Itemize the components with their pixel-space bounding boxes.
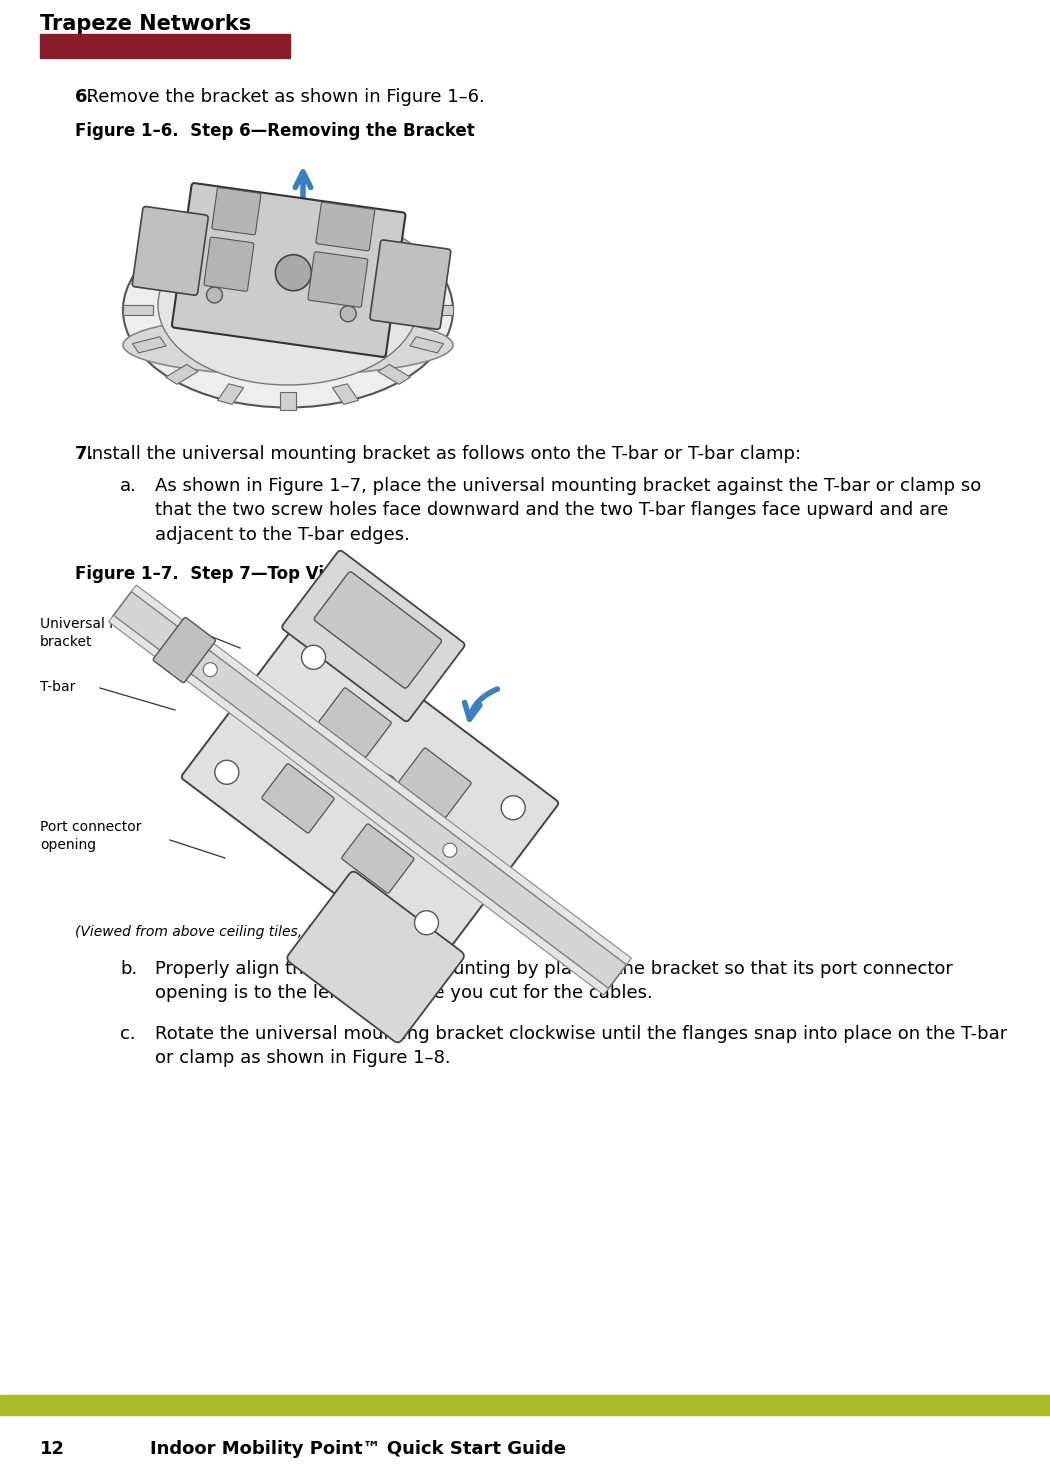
Text: Properly align the bracket for mounting by placing the bracket so that its port : Properly align the bracket for mounting …	[155, 959, 953, 1002]
Text: 12: 12	[40, 1441, 65, 1458]
Text: c.: c.	[120, 1025, 135, 1043]
Circle shape	[351, 232, 366, 248]
Text: Port connector
opening: Port connector opening	[40, 820, 142, 852]
Polygon shape	[132, 337, 166, 354]
FancyBboxPatch shape	[282, 550, 464, 722]
Polygon shape	[123, 305, 152, 315]
Text: b.: b.	[120, 959, 138, 978]
Bar	[113, 591, 627, 989]
Polygon shape	[423, 305, 453, 315]
Text: 6.: 6.	[75, 88, 94, 106]
Circle shape	[443, 844, 457, 857]
Polygon shape	[378, 364, 411, 384]
FancyBboxPatch shape	[370, 241, 450, 329]
Polygon shape	[280, 210, 296, 227]
FancyBboxPatch shape	[399, 748, 471, 817]
Polygon shape	[410, 267, 443, 283]
Text: (Viewed from above ceiling tiles, looking down.): (Viewed from above ceiling tiles, lookin…	[75, 926, 408, 939]
FancyBboxPatch shape	[204, 238, 254, 292]
Circle shape	[207, 288, 223, 304]
Bar	[0, 1395, 1050, 1416]
Text: Rotate the universal mounting bracket clockwise until the flanges snap into plac: Rotate the universal mounting bracket cl…	[155, 1025, 1007, 1068]
Ellipse shape	[123, 213, 453, 408]
Circle shape	[501, 795, 525, 820]
Bar	[108, 616, 609, 995]
Text: Trapeze Networks: Trapeze Networks	[40, 15, 251, 34]
Polygon shape	[217, 384, 244, 405]
FancyBboxPatch shape	[153, 618, 215, 682]
FancyBboxPatch shape	[212, 188, 260, 235]
Circle shape	[275, 255, 312, 290]
FancyBboxPatch shape	[261, 764, 334, 833]
Circle shape	[215, 760, 238, 785]
Polygon shape	[410, 337, 443, 354]
Text: Universal mounting
bracket: Universal mounting bracket	[40, 618, 175, 648]
Bar	[131, 585, 631, 965]
Polygon shape	[166, 236, 198, 255]
Text: Remove the bracket as shown in Figure 1–6.: Remove the bracket as shown in Figure 1–…	[75, 88, 485, 106]
Circle shape	[301, 645, 326, 669]
Polygon shape	[132, 267, 166, 283]
FancyBboxPatch shape	[308, 252, 368, 307]
Polygon shape	[333, 384, 358, 405]
Circle shape	[370, 775, 398, 802]
Circle shape	[340, 305, 356, 321]
FancyBboxPatch shape	[316, 202, 375, 251]
FancyBboxPatch shape	[319, 688, 392, 757]
Circle shape	[217, 213, 233, 229]
FancyBboxPatch shape	[182, 613, 559, 967]
FancyBboxPatch shape	[132, 207, 208, 295]
Circle shape	[204, 663, 217, 676]
FancyBboxPatch shape	[341, 824, 414, 893]
FancyBboxPatch shape	[288, 871, 464, 1043]
Ellipse shape	[158, 224, 418, 384]
Text: T-bar: T-bar	[40, 681, 76, 694]
Ellipse shape	[123, 315, 453, 376]
Text: Figure 1–7.  Step 7—Top View: Figure 1–7. Step 7—Top View	[75, 565, 351, 582]
FancyBboxPatch shape	[172, 183, 405, 356]
Text: Figure 1–6.  Step 6—Removing the Bracket: Figure 1–6. Step 6—Removing the Bracket	[75, 122, 475, 139]
Text: a.: a.	[120, 477, 136, 494]
Text: Indoor Mobility Point™ Quick Start Guide: Indoor Mobility Point™ Quick Start Guide	[150, 1441, 566, 1458]
Bar	[40, 34, 290, 59]
Text: 7.: 7.	[75, 445, 94, 464]
FancyBboxPatch shape	[314, 572, 441, 688]
Polygon shape	[217, 216, 244, 236]
Polygon shape	[280, 392, 296, 409]
Polygon shape	[333, 216, 358, 236]
Text: As shown in Figure 1–7, place the universal mounting bracket against the T-bar o: As shown in Figure 1–7, place the univer…	[155, 477, 982, 544]
Text: Install the universal mounting bracket as follows onto the T-bar or T-bar clamp:: Install the universal mounting bracket a…	[75, 445, 801, 464]
Polygon shape	[378, 236, 411, 255]
Circle shape	[415, 911, 439, 934]
Polygon shape	[166, 364, 198, 384]
